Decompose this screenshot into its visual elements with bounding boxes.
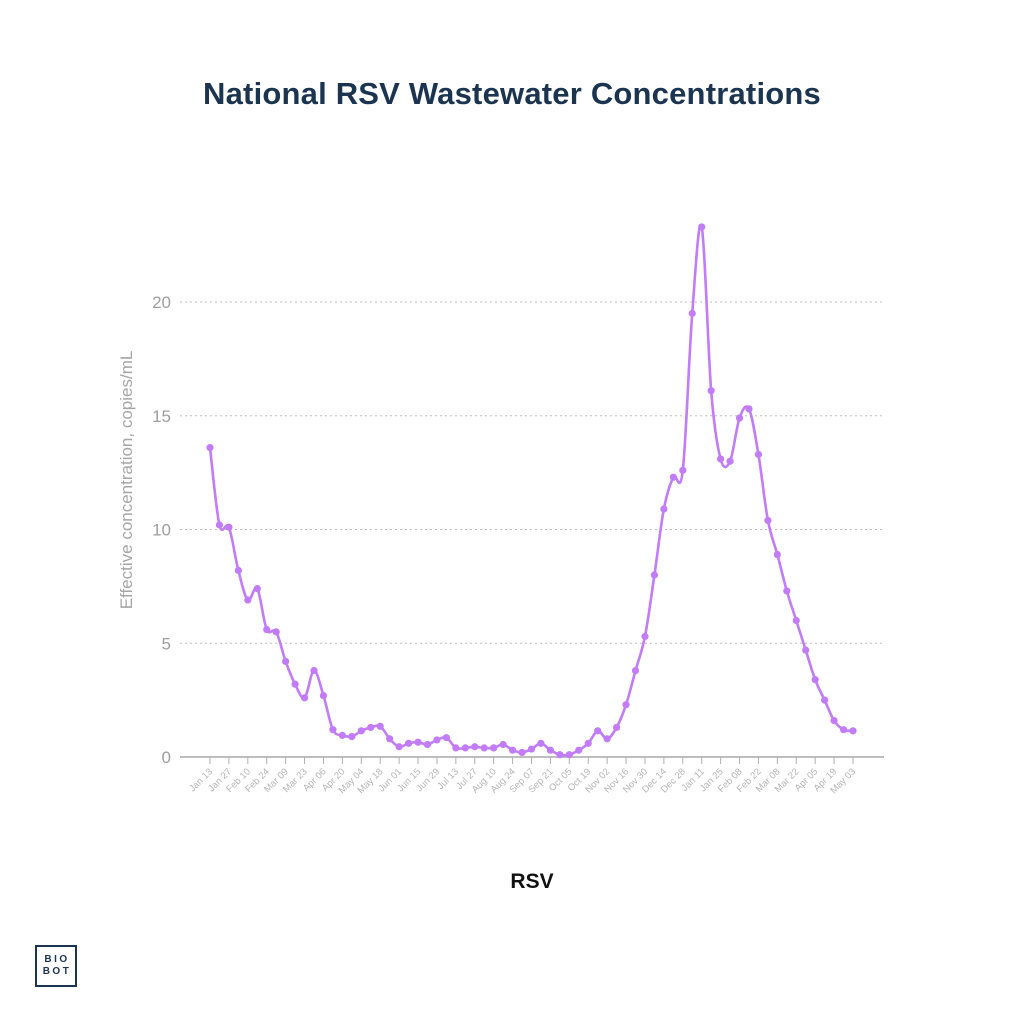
data-point: [461, 744, 469, 752]
data-point: [792, 616, 800, 625]
y-tick-label: 15: [152, 407, 171, 426]
data-point: [376, 722, 384, 730]
data-point: [206, 444, 214, 452]
data-point: [575, 746, 583, 754]
data-point: [263, 626, 271, 634]
data-point: [650, 571, 659, 579]
data-point: [754, 450, 763, 459]
data-point: [300, 694, 309, 702]
data-point: [745, 405, 753, 413]
y-tick-label: 20: [152, 293, 171, 312]
data-point: [839, 726, 848, 734]
y-tick-label: 10: [152, 521, 171, 540]
data-point: [565, 751, 573, 759]
data-point: [735, 414, 744, 422]
data-point: [234, 566, 242, 575]
data-point: [613, 723, 621, 732]
chart-title: National RSV Wastewater Concentrations: [203, 76, 821, 111]
data-point: [726, 457, 734, 465]
data-point: [783, 587, 791, 595]
y-axis-ticks: 0 5 10 15 20: [152, 293, 171, 767]
data-point: [253, 585, 261, 593]
data-point: [849, 727, 857, 735]
data-point: [386, 735, 394, 743]
data-point: [404, 739, 413, 747]
data-points: [206, 223, 857, 759]
data-point: [348, 732, 356, 741]
data-point: [244, 596, 252, 604]
data-point: [631, 666, 640, 675]
data-point: [225, 523, 233, 531]
data-point: [773, 550, 781, 559]
data-point: [546, 746, 555, 754]
data-point: [338, 731, 346, 739]
data-point: [707, 387, 715, 395]
data-point: [556, 751, 564, 759]
data-point: [717, 455, 725, 463]
biobot-logo: BIO BOT: [35, 945, 77, 987]
data-point: [395, 743, 403, 751]
data-point: [830, 717, 838, 725]
y-axis-label: Effective concentration, copies/mL: [117, 351, 136, 610]
data-point: [669, 473, 677, 481]
data-point: [310, 666, 318, 675]
data-point: [584, 739, 592, 747]
data-point: [433, 736, 441, 744]
data-point: [357, 727, 365, 735]
x-axis-label: RSV: [510, 870, 554, 893]
series-line: [208, 223, 855, 757]
data-point: [594, 727, 602, 735]
data-point: [272, 628, 280, 636]
y-tick-label: 0: [162, 748, 171, 767]
data-point: [490, 744, 498, 752]
data-point: [480, 744, 488, 752]
logo-line-2: BOT: [42, 966, 72, 977]
data-point: [537, 739, 545, 747]
logo-line-1: BIO: [44, 954, 70, 965]
data-point: [518, 748, 526, 757]
data-point: [641, 632, 649, 641]
data-point: [679, 466, 687, 474]
data-point: [764, 516, 772, 525]
data-point: [414, 738, 422, 746]
data-point: [688, 309, 696, 317]
data-point: [802, 646, 810, 654]
data-point: [282, 657, 290, 666]
data-point: [452, 744, 460, 752]
data-point: [442, 734, 450, 742]
data-point: [291, 680, 299, 688]
data-point: [367, 723, 375, 732]
data-point: [329, 726, 337, 734]
gridlines: [180, 301, 884, 758]
data-point: [499, 740, 507, 749]
data-point: [527, 745, 536, 753]
data-point: [660, 505, 668, 513]
data-point: [622, 701, 630, 709]
data-point: [698, 223, 706, 231]
data-point: [811, 676, 819, 684]
data-point: [319, 691, 328, 700]
data-point: [423, 740, 432, 749]
data-point: [603, 735, 611, 743]
data-point: [508, 746, 517, 754]
y-tick-label: 5: [162, 634, 171, 653]
data-point: [821, 696, 829, 704]
data-point: [471, 743, 479, 751]
data-point: [215, 521, 224, 529]
